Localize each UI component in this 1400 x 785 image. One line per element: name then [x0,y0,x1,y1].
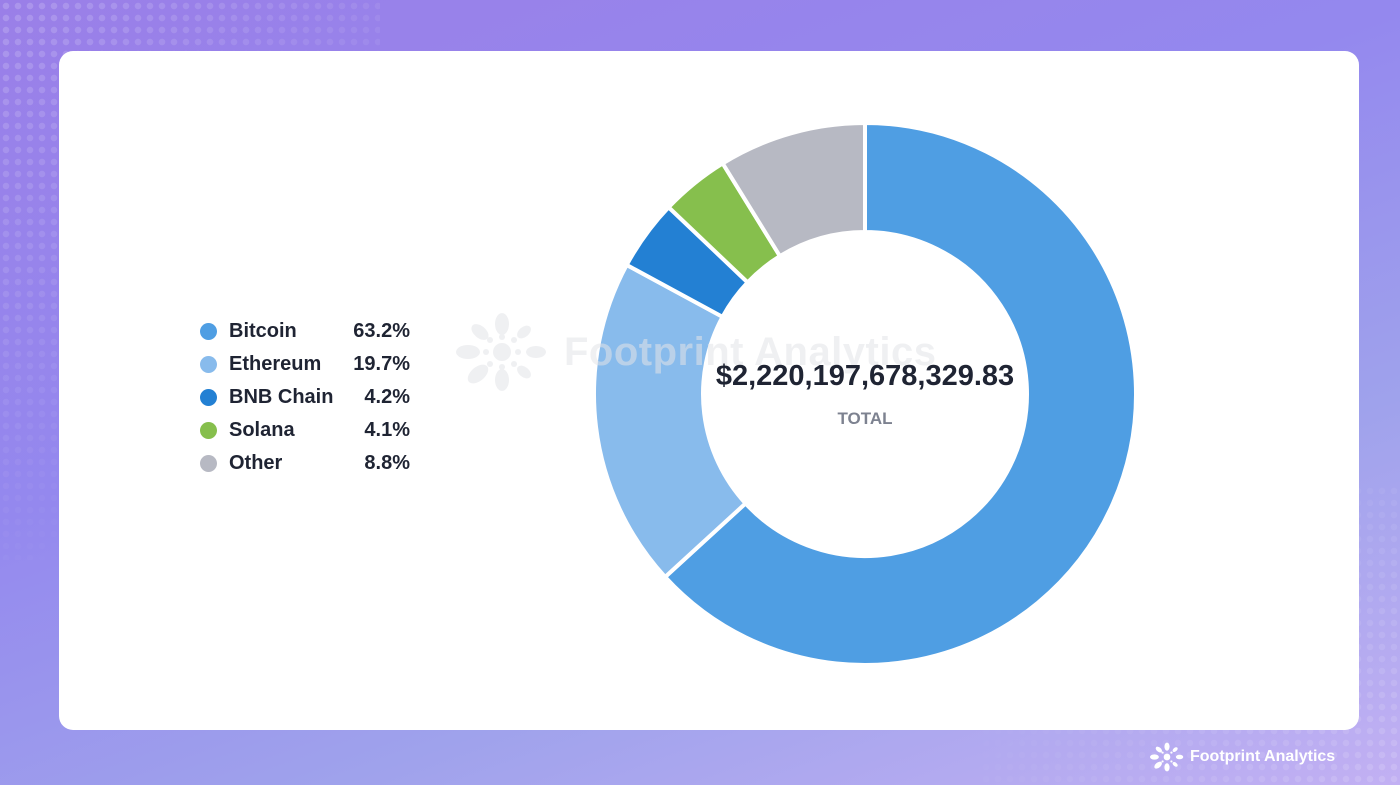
donut-slice-bitcoin[interactable] [662,120,1138,667]
legend-swatch-icon [200,323,217,340]
legend-item-solana: Solana 4.1% [200,414,410,447]
legend-value: 4.1% [364,419,410,441]
footprint-logo-icon [456,313,546,391]
legend-value: 63.2% [353,320,410,342]
donut-slice-other[interactable] [719,120,867,259]
legend-label: Other [229,452,283,474]
legend-label: Ethereum [229,353,322,375]
brand-footer: Footprint Analytics [1150,742,1335,772]
legend-value: 19.7% [353,353,410,375]
legend-label: Bitcoin [229,320,297,342]
chart-legend: Bitcoin 63.2% Ethereum 19.7% BNB Chain 4… [200,315,410,480]
legend-swatch-icon [200,422,217,439]
legend-item-bitcoin: Bitcoin 63.2% [200,315,410,348]
legend-swatch-icon [200,455,217,472]
footprint-logo-icon [1150,742,1184,772]
watermark: Footprint Analytics [456,312,936,392]
donut-center-label: TOTAL [837,409,893,428]
legend-swatch-icon [200,389,217,406]
legend-value: 8.8% [364,452,410,474]
legend-value: 4.2% [364,386,410,408]
brand-text: Footprint Analytics [1190,748,1336,765]
legend-item-other: Other 8.8% [200,447,410,480]
watermark-text: Footprint Analytics [564,329,937,374]
legend-label: BNB Chain [229,386,334,408]
donut-center-total: $2,220,197,678,329.83 [715,360,1015,392]
donut-slice-ethereum[interactable] [592,262,749,580]
legend-label: Solana [229,419,295,441]
legend-swatch-icon [200,356,217,373]
legend-item-bnb-chain: BNB Chain 4.2% [200,381,410,414]
legend-item-ethereum: Ethereum 19.7% [200,348,410,381]
